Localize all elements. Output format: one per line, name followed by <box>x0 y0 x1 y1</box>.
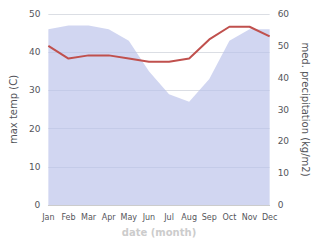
svg-text:Aug: Aug <box>181 213 197 222</box>
svg-text:med. precipitation (kg/m2): med. precipitation (kg/m2) <box>300 42 311 176</box>
svg-text:May: May <box>121 213 138 222</box>
svg-text:50: 50 <box>278 41 290 51</box>
svg-text:10: 10 <box>278 168 290 178</box>
svg-text:60: 60 <box>278 9 290 19</box>
svg-text:Apr: Apr <box>102 213 117 222</box>
svg-text:Feb: Feb <box>61 213 75 222</box>
svg-text:0: 0 <box>278 200 284 210</box>
svg-text:40: 40 <box>29 47 41 57</box>
svg-text:Nov: Nov <box>242 213 258 222</box>
svg-text:Dec: Dec <box>262 213 277 222</box>
svg-text:date (month): date (month) <box>122 227 196 238</box>
svg-text:20: 20 <box>278 136 290 146</box>
svg-text:50: 50 <box>29 9 41 19</box>
svg-text:Jun: Jun <box>142 213 156 222</box>
svg-text:10: 10 <box>29 162 41 172</box>
svg-text:30: 30 <box>29 85 41 95</box>
svg-text:max temp (C): max temp (C) <box>8 75 19 144</box>
svg-text:Oct: Oct <box>222 213 236 222</box>
svg-text:Sep: Sep <box>202 213 217 222</box>
svg-text:20: 20 <box>29 124 41 134</box>
svg-text:40: 40 <box>278 73 290 83</box>
svg-text:Jan: Jan <box>41 213 54 222</box>
svg-text:Jul: Jul <box>163 213 174 222</box>
svg-text:30: 30 <box>278 105 290 115</box>
svg-text:0: 0 <box>35 200 41 210</box>
svg-text:Mar: Mar <box>81 213 97 222</box>
